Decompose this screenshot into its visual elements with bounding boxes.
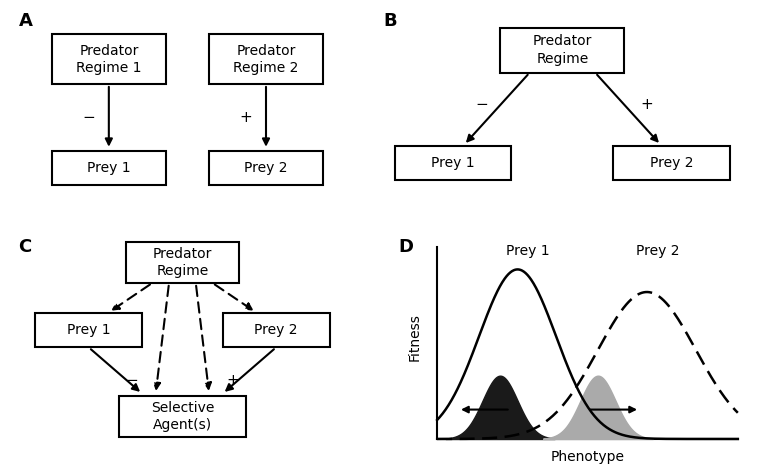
FancyBboxPatch shape — [35, 314, 142, 348]
FancyBboxPatch shape — [209, 151, 323, 185]
Text: Prey 2: Prey 2 — [635, 244, 679, 258]
Text: Predator
Regime 2: Predator Regime 2 — [233, 43, 299, 75]
Text: −: − — [476, 97, 489, 112]
Text: Prey 1: Prey 1 — [431, 156, 475, 170]
Text: Phenotype: Phenotype — [550, 450, 625, 464]
Text: +: + — [226, 373, 239, 388]
FancyBboxPatch shape — [119, 396, 246, 437]
Text: D: D — [399, 238, 413, 256]
FancyBboxPatch shape — [613, 146, 730, 180]
Text: Prey 1: Prey 1 — [67, 324, 111, 337]
Text: Predator
Regime: Predator Regime — [533, 34, 592, 66]
Text: Predator
Regime 1: Predator Regime 1 — [76, 43, 141, 75]
Text: Fitness: Fitness — [407, 313, 422, 361]
FancyBboxPatch shape — [394, 146, 511, 180]
Text: Predator
Regime: Predator Regime — [153, 247, 212, 278]
Text: A: A — [18, 12, 33, 30]
FancyBboxPatch shape — [52, 151, 166, 185]
Text: Prey 2: Prey 2 — [650, 156, 694, 170]
FancyBboxPatch shape — [125, 242, 239, 283]
FancyBboxPatch shape — [223, 314, 330, 348]
FancyBboxPatch shape — [209, 34, 323, 84]
FancyBboxPatch shape — [500, 27, 625, 73]
Text: +: + — [239, 110, 252, 125]
FancyBboxPatch shape — [52, 34, 166, 84]
Text: +: + — [640, 97, 653, 112]
Text: Prey 2: Prey 2 — [255, 324, 298, 337]
Text: Prey 1: Prey 1 — [87, 161, 131, 175]
Text: Prey 2: Prey 2 — [244, 161, 288, 175]
Text: B: B — [384, 12, 397, 30]
Text: −: − — [126, 373, 138, 388]
Text: C: C — [18, 238, 32, 256]
Text: Prey 1: Prey 1 — [506, 244, 550, 258]
Text: −: − — [82, 110, 95, 125]
Text: Selective
Agent(s): Selective Agent(s) — [150, 401, 214, 432]
